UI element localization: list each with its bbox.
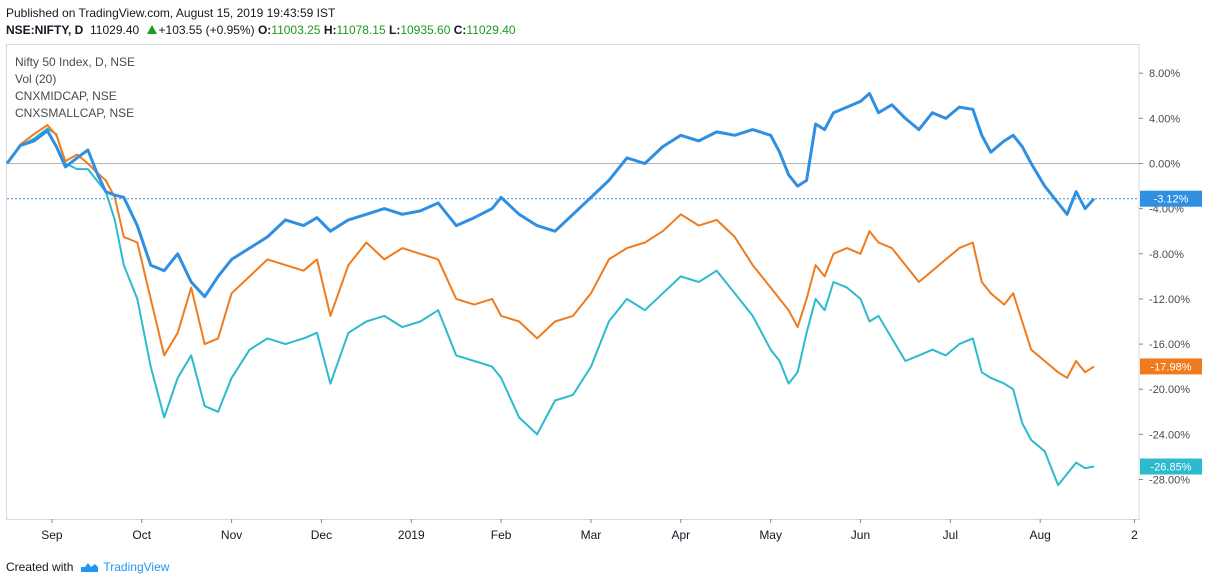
legend-volume[interactable]: Vol (20) [15,72,57,86]
footer: Created with TradingView [6,560,169,574]
x-tick-label: Oct [132,528,151,542]
y-tick-label: -20.00% [1149,384,1190,396]
x-tick-label: Mar [581,528,602,542]
last-value-label-cnxsmallcap: -26.85% [1151,462,1192,474]
created-with-label: Created with [6,560,74,574]
y-tick-label: 0.00% [1149,159,1180,171]
last-value-tag-cnxsmallcap [1140,458,1202,475]
symbol-label[interactable]: NSE:NIFTY, D [6,23,84,37]
y-tick-label: -8.00% [1149,249,1184,261]
series-line-cnxmidcap [6,124,1095,379]
x-tick-label: 2 [1131,528,1138,542]
x-tick-label: Dec [311,528,332,542]
y-tick-label: -16.00% [1149,339,1190,351]
x-tick-label: Apr [671,528,690,542]
x-tick-label: Feb [491,528,512,542]
low-label: L: [389,23,401,37]
last-value-tag-nifty [1140,190,1202,207]
legend-smallcap[interactable]: CNXSMALLCAP, NSE [15,106,135,120]
y-tick-label: 8.00% [1149,68,1180,80]
y-tick-label: -28.00% [1149,475,1190,487]
x-tick-label: May [759,528,782,542]
low-value: 10935.60 [400,23,451,37]
price-value: 11029.40 [90,23,140,37]
x-tick-label: Sep [41,528,63,542]
change-value: +103.55 (+0.95%) [158,23,255,37]
x-tick-label: Aug [1029,528,1050,542]
tradingview-cloud-icon [81,563,99,572]
series-line-cnxsmallcap [6,127,1095,487]
close-label: C: [453,23,467,37]
high-value: 11078.15 [336,23,386,37]
legend-midcap[interactable]: CNXMIDCAP, NSE [15,89,117,103]
x-tick-label: Jul [943,528,958,542]
last-value-label-nifty: -3.12% [1154,194,1189,206]
x-tick-label: 2019 [398,528,425,542]
y-tick-label: -12.00% [1149,294,1190,306]
close-value: 11029.40 [466,23,516,37]
open-value: 11003.25 [271,23,321,37]
chart-pane[interactable] [6,44,1140,520]
series-line-nifty [5,92,1096,299]
high-label: H: [323,23,337,37]
x-tick-label: Nov [221,528,242,542]
legend-main-series[interactable]: Nifty 50 Index, D, NSE [15,55,136,69]
x-tick-label: Jun [851,528,870,542]
tradingview-brand: TradingView [103,560,170,574]
up-arrow-icon [146,25,157,34]
last-value-label-cnxmidcap: -17.98% [1151,361,1192,373]
tradingview-logo[interactable]: TradingView [78,560,169,574]
published-line: Published on TradingView.com, August 15,… [6,6,336,20]
open-label: O: [257,23,272,37]
last-value-tag-cnxmidcap [1140,358,1202,375]
chart-legend: Nifty 50 Index, D, NSE Vol (20) CNXMIDCA… [15,54,135,122]
y-tick-label: -24.00% [1149,429,1190,441]
symbol-ohlc-line: NSE:NIFTY, D 11029.40 +103.55 (+0.95%) O… [6,23,516,37]
y-tick-label: 4.00% [1149,113,1180,125]
